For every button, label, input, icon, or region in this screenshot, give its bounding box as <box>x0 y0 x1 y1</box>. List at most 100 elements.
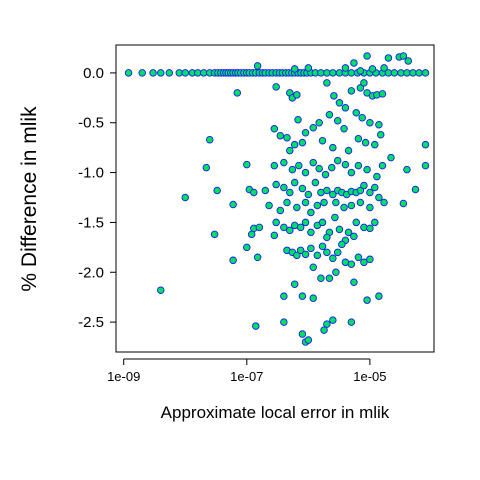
data-point <box>332 268 340 277</box>
data-point <box>229 200 237 209</box>
data-point <box>286 188 294 197</box>
y-axis: 0.0 -0.5 -1.0 -1.5 -2.0 -2.5 <box>78 65 116 331</box>
data-point <box>304 64 313 72</box>
data-point <box>354 161 363 170</box>
data-point <box>329 190 337 199</box>
data-point <box>360 79 368 87</box>
data-point <box>272 180 280 189</box>
data-point <box>380 198 388 207</box>
data-point <box>333 156 342 165</box>
data-point <box>301 128 310 137</box>
data-point <box>283 133 291 142</box>
data-point <box>243 243 251 252</box>
data-point <box>294 116 302 124</box>
data-point <box>366 118 374 127</box>
data-point <box>298 330 307 338</box>
data-point <box>341 64 350 72</box>
data-point <box>296 246 305 255</box>
data-point <box>347 69 356 77</box>
data-point <box>272 218 280 227</box>
data-point <box>261 186 270 195</box>
data-point <box>283 198 291 207</box>
data-point <box>403 165 411 174</box>
data-point <box>270 231 279 240</box>
data-point <box>323 233 331 242</box>
data-point <box>265 201 273 210</box>
data-point <box>360 223 368 232</box>
data-point <box>335 99 344 107</box>
data-point <box>149 69 157 77</box>
data-point <box>330 92 338 100</box>
data-point <box>270 124 279 133</box>
x-tick-label: 1e-05 <box>353 369 386 384</box>
data-point <box>323 320 331 328</box>
data-point <box>333 117 342 125</box>
data-point <box>250 188 258 197</box>
y-tick-label: -2.0 <box>78 264 104 281</box>
data-point <box>399 199 408 208</box>
data-point <box>363 296 371 304</box>
data-point <box>317 274 325 282</box>
data-point <box>315 118 323 127</box>
data-point <box>366 188 374 197</box>
data-point <box>340 124 348 133</box>
data-point <box>313 201 322 210</box>
data-point <box>205 135 214 144</box>
data-point <box>156 69 165 77</box>
data-point <box>255 223 264 232</box>
data-point <box>344 228 353 237</box>
data-point <box>325 274 334 282</box>
data-point <box>280 318 288 326</box>
data-point <box>304 336 313 344</box>
data-point <box>352 109 360 117</box>
data-point <box>229 256 237 265</box>
data-point <box>347 318 356 326</box>
data-point <box>331 213 339 222</box>
data-point <box>307 208 315 217</box>
data-point <box>366 255 374 264</box>
data-point <box>298 138 307 147</box>
data-point <box>280 223 288 232</box>
data-point <box>307 228 315 237</box>
data-point <box>371 140 379 149</box>
y-tick-label: 0.0 <box>83 65 104 82</box>
data-point <box>360 181 368 190</box>
data-point <box>293 251 301 260</box>
plot-frame <box>115 44 435 353</box>
data-point <box>181 193 189 202</box>
data-point <box>298 184 307 193</box>
data-point <box>378 161 387 170</box>
data-point <box>138 69 146 77</box>
data-point <box>347 201 356 210</box>
data-point <box>320 326 328 334</box>
data-point <box>247 230 256 239</box>
data-point <box>290 178 299 187</box>
data-point <box>375 193 383 202</box>
x-axis-label: Approximate local error in mlik <box>161 403 390 422</box>
data-point <box>318 136 327 145</box>
data-point <box>350 232 358 241</box>
data-point <box>309 123 317 132</box>
data-point <box>301 250 310 259</box>
data-point <box>329 69 337 77</box>
data-point <box>338 240 346 249</box>
data-point <box>124 69 133 77</box>
data-point <box>347 260 356 269</box>
data-point <box>286 146 294 155</box>
data-point <box>415 69 423 77</box>
data-point <box>354 253 363 262</box>
data-point <box>333 248 342 257</box>
data-point <box>399 52 408 60</box>
data-point <box>390 69 399 77</box>
data-point <box>371 183 379 192</box>
data-point <box>350 59 358 67</box>
data-point <box>315 164 323 173</box>
data-point <box>328 163 336 172</box>
data-point <box>409 69 417 77</box>
data-point <box>332 198 340 207</box>
data-point <box>341 104 350 112</box>
data-point <box>272 83 280 91</box>
y-tick-label: -0.5 <box>78 115 104 132</box>
data-point <box>210 230 219 239</box>
